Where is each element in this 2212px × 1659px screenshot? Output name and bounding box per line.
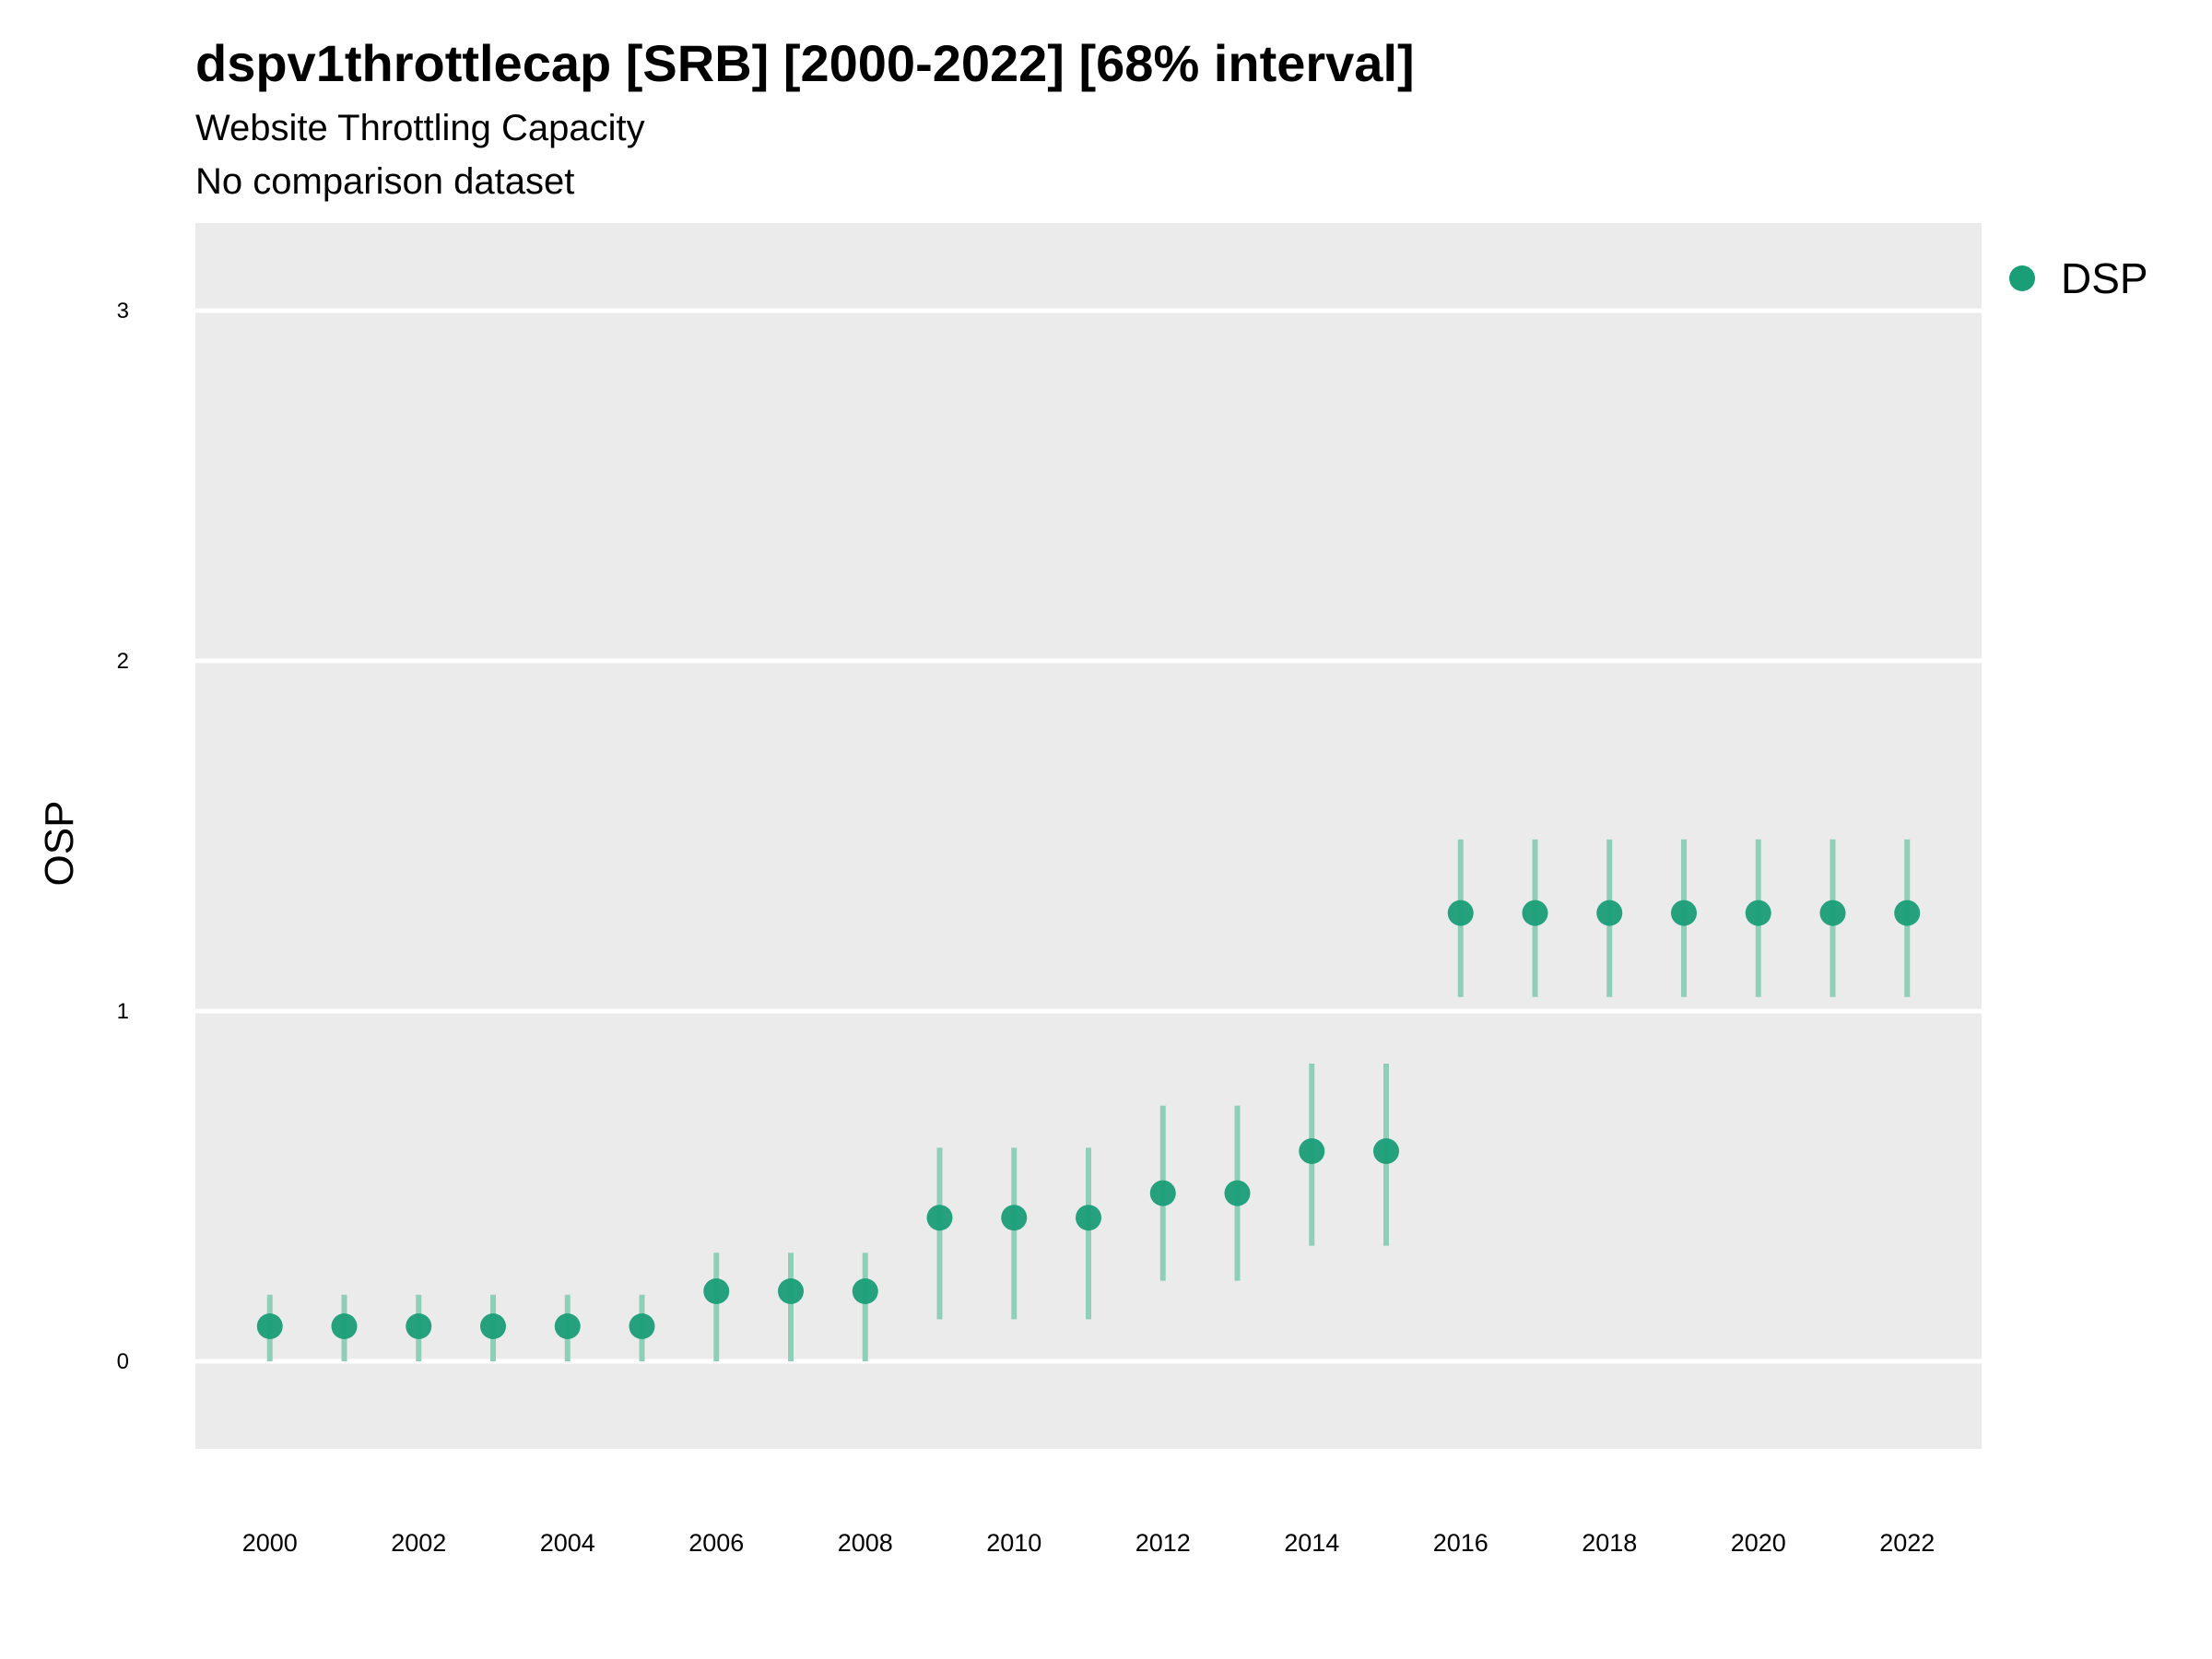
data-point-dsp-2021 (1819, 900, 1846, 926)
y-tick-label-3: 3 (117, 299, 129, 324)
data-point-dsp-2017 (1522, 900, 1548, 926)
data-point-dsp-2007 (778, 1278, 804, 1304)
x-tick-label-2016: 2016 (1433, 1529, 1488, 1557)
data-point-dsp-2013 (1224, 1180, 1251, 1206)
data-point-dsp-2019 (1671, 900, 1697, 926)
data-point-dsp-2018 (1596, 900, 1623, 926)
x-tick-label-2008: 2008 (838, 1529, 893, 1557)
data-point-dsp-2014 (1299, 1138, 1325, 1164)
data-point-dsp-2022 (1894, 900, 1921, 926)
data-point-dsp-2002 (406, 1313, 432, 1339)
data-point-dsp-2015 (1373, 1138, 1399, 1164)
data-point-dsp-2011 (1076, 1205, 1101, 1231)
data-point-dsp-2006 (703, 1278, 730, 1304)
x-tick-label-2022: 2022 (1879, 1529, 1935, 1557)
data-point-dsp-2010 (1001, 1205, 1028, 1231)
x-tick-label-2018: 2018 (1582, 1529, 1637, 1557)
data-point-dsp-2004 (554, 1313, 581, 1339)
y-tick-label-0: 0 (117, 1349, 129, 1374)
data-point-dsp-2003 (480, 1313, 506, 1339)
legend-label-dsp: DSP (2061, 254, 2148, 302)
x-tick-label-2014: 2014 (1284, 1529, 1339, 1557)
x-tick-label-2002: 2002 (391, 1529, 446, 1557)
chart-subtitle-comparison: No comparison dataset (195, 161, 575, 202)
legend: DSP (2009, 251, 2148, 306)
chart-subtitle: Website Throttling Capacity (195, 108, 645, 148)
x-tick-label-2004: 2004 (540, 1529, 595, 1557)
y-axis-label: OSP (37, 800, 82, 887)
x-tick-label-2000: 2000 (242, 1529, 298, 1557)
data-point-dsp-2001 (331, 1313, 358, 1339)
chart-title: dspv1throttlecap [SRB] [2000-2022] [68% … (195, 34, 1415, 92)
x-tick-label-2012: 2012 (1135, 1529, 1191, 1557)
data-point-dsp-2009 (926, 1205, 953, 1231)
x-tick-label-2020: 2020 (1731, 1529, 1786, 1557)
data-point-dsp-2005 (629, 1313, 655, 1339)
legend-key-dsp (2009, 265, 2035, 291)
data-point-dsp-2020 (1745, 900, 1771, 926)
data-point-dsp-2012 (1149, 1180, 1176, 1206)
y-axis-label-wrap: OSP (23, 801, 97, 887)
y-tick-label-2: 2 (117, 649, 129, 674)
data-point-dsp-2008 (852, 1278, 878, 1304)
y-tick-label-1: 1 (117, 999, 129, 1024)
data-point-dsp-2016 (1447, 900, 1474, 926)
data-point-dsp-2000 (256, 1313, 283, 1339)
x-tick-label-2010: 2010 (986, 1529, 1041, 1557)
x-tick-label-2006: 2006 (688, 1529, 744, 1557)
